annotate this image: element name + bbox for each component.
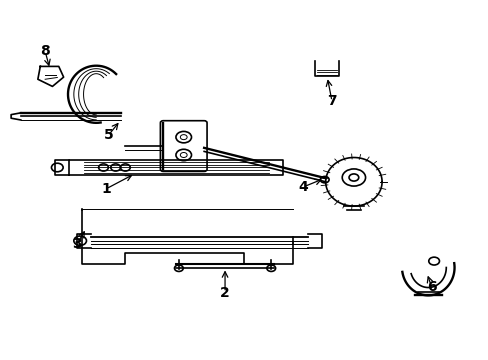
Text: 2: 2 xyxy=(220,285,229,300)
Text: 1: 1 xyxy=(101,182,111,196)
Text: 5: 5 xyxy=(103,129,113,142)
Text: 4: 4 xyxy=(297,180,307,194)
Text: 3: 3 xyxy=(72,237,81,251)
Text: 7: 7 xyxy=(326,94,336,108)
Text: 6: 6 xyxy=(426,280,436,294)
Text: 8: 8 xyxy=(40,44,50,58)
